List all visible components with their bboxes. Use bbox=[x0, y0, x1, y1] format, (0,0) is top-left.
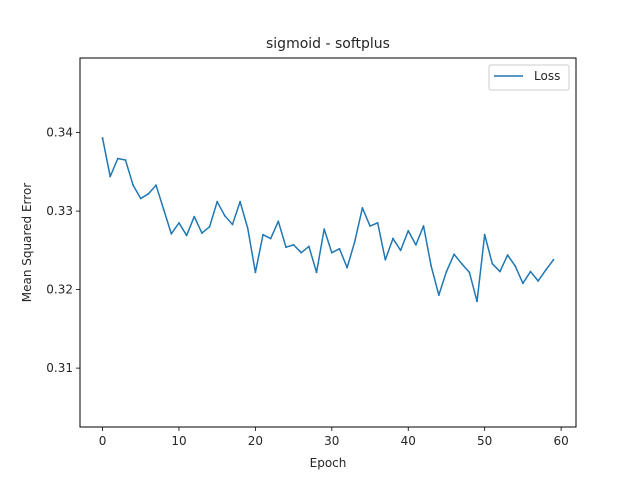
data-point bbox=[476, 300, 478, 303]
data-point bbox=[300, 251, 303, 254]
data-point bbox=[124, 159, 127, 161]
data-point bbox=[132, 184, 135, 187]
data-point bbox=[200, 232, 203, 234]
x-axis-label: Epoch bbox=[310, 456, 347, 470]
x-tick-label: 30 bbox=[324, 434, 339, 448]
data-point bbox=[422, 225, 425, 227]
data-point bbox=[483, 233, 486, 236]
data-point bbox=[109, 175, 112, 178]
plot-frame bbox=[79, 57, 577, 428]
data-point bbox=[185, 234, 188, 237]
data-point bbox=[521, 282, 524, 285]
data-point bbox=[170, 232, 173, 235]
data-point bbox=[499, 270, 501, 273]
data-point bbox=[529, 270, 532, 273]
x-tick-label: 40 bbox=[401, 434, 416, 448]
data-point bbox=[147, 192, 150, 195]
data-point bbox=[392, 237, 394, 240]
legend-label-loss: Loss bbox=[534, 69, 560, 83]
y-axis: 0.31 0.32 0.33 0.34 bbox=[46, 126, 80, 375]
legend-box bbox=[488, 64, 570, 91]
data-point bbox=[193, 215, 196, 218]
x-tick-label: 60 bbox=[553, 434, 568, 448]
data-point bbox=[346, 266, 349, 269]
data-point bbox=[155, 184, 157, 187]
data-point bbox=[246, 227, 249, 230]
data-point bbox=[139, 197, 142, 200]
data-point bbox=[376, 221, 379, 224]
data-point bbox=[262, 233, 264, 236]
data-point bbox=[292, 243, 295, 246]
data-point bbox=[407, 229, 410, 232]
y-tick-label: 0.33 bbox=[46, 204, 73, 218]
data-point bbox=[369, 225, 371, 227]
data-point bbox=[445, 270, 448, 273]
chart-title: sigmoid - softplus bbox=[266, 36, 390, 52]
data-point bbox=[468, 271, 471, 274]
data-point bbox=[285, 246, 287, 249]
data-point bbox=[315, 271, 318, 274]
data-point bbox=[162, 208, 165, 211]
data-point bbox=[323, 228, 326, 231]
plot-area bbox=[79, 57, 577, 428]
data-point bbox=[208, 225, 211, 228]
data-point bbox=[430, 265, 433, 267]
x-tick-label: 20 bbox=[248, 434, 263, 448]
y-tick-label: 0.32 bbox=[46, 283, 73, 297]
x-axis: 0 10 20 30 40 50 60 bbox=[99, 427, 569, 448]
legend: Loss bbox=[488, 64, 570, 91]
data-point bbox=[223, 214, 226, 217]
y-tick-label: 0.31 bbox=[46, 361, 73, 375]
data-point bbox=[116, 157, 119, 160]
data-point bbox=[399, 249, 402, 252]
y-axis-label: Mean Squared Error bbox=[20, 183, 34, 303]
x-tick-label: 0 bbox=[99, 434, 107, 448]
data-point bbox=[453, 253, 456, 256]
data-point bbox=[239, 200, 242, 203]
data-point bbox=[437, 294, 440, 297]
data-point bbox=[216, 200, 219, 203]
data-point bbox=[338, 247, 341, 250]
loss-series-line bbox=[101, 137, 555, 303]
data-point bbox=[178, 221, 180, 224]
data-point bbox=[537, 280, 540, 282]
data-point bbox=[330, 251, 333, 254]
data-point bbox=[552, 258, 555, 261]
data-point bbox=[544, 269, 547, 271]
data-point bbox=[254, 271, 257, 274]
data-point bbox=[101, 137, 104, 139]
data-point bbox=[506, 254, 509, 256]
data-point bbox=[361, 207, 364, 209]
data-point bbox=[277, 220, 280, 223]
x-tick-label: 50 bbox=[477, 434, 492, 448]
x-tick-label: 10 bbox=[171, 434, 186, 448]
data-point bbox=[307, 245, 310, 248]
data-point bbox=[353, 240, 356, 243]
data-point bbox=[384, 258, 387, 261]
data-point bbox=[460, 262, 463, 265]
data-point bbox=[491, 262, 494, 265]
data-point bbox=[514, 265, 517, 267]
y-tick-label: 0.34 bbox=[46, 126, 73, 140]
data-point bbox=[414, 243, 417, 246]
data-point bbox=[269, 237, 272, 240]
loss-series-points bbox=[101, 137, 555, 303]
data-point bbox=[231, 223, 234, 226]
